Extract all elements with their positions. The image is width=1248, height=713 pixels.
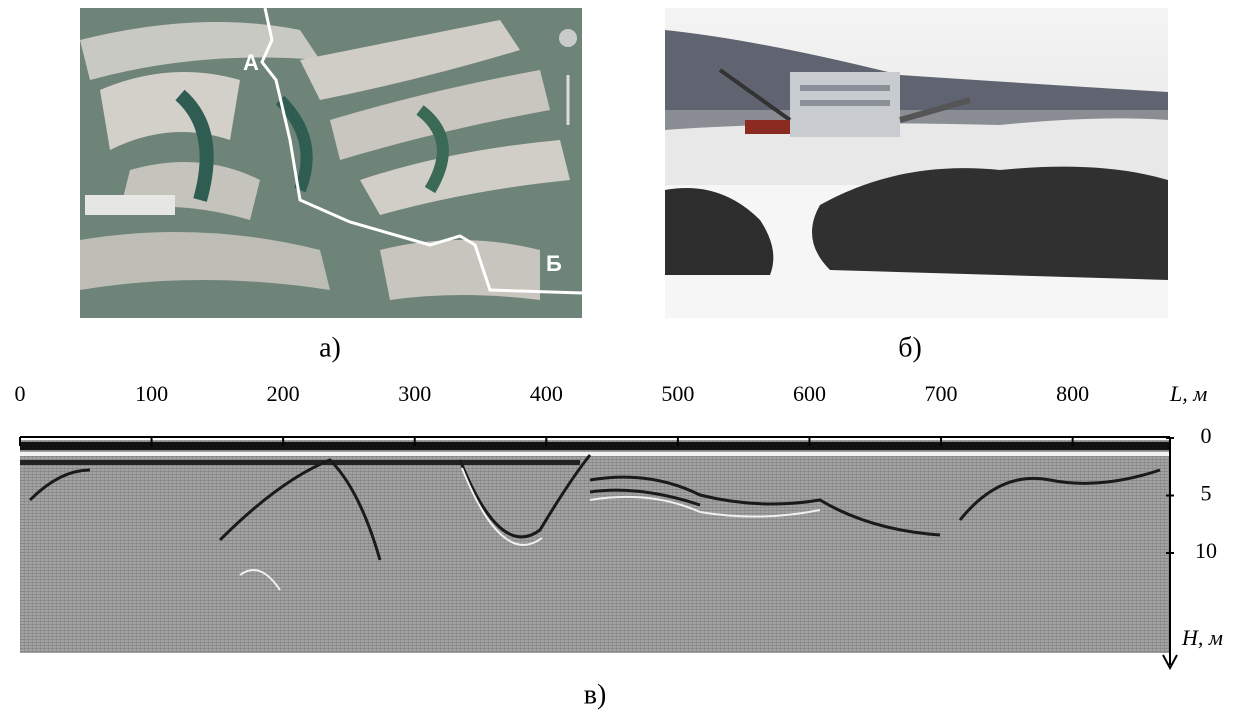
x-tick-label: 200 bbox=[267, 381, 300, 406]
x-tick-label: 600 bbox=[793, 381, 826, 406]
y-tick-label: 0 bbox=[1201, 423, 1212, 448]
y-tick-label: 10 bbox=[1195, 538, 1217, 563]
x-tick-label: 300 bbox=[398, 381, 431, 406]
figure: А Б а) б) bbox=[0, 0, 1248, 713]
x-tick-label: 100 bbox=[135, 381, 168, 406]
x-axis-label: L, м bbox=[1169, 381, 1207, 406]
radargram bbox=[20, 440, 1170, 653]
y-axis-label: H, м bbox=[1181, 625, 1223, 650]
x-tick-label: 800 bbox=[1056, 381, 1089, 406]
x-tick-label: 700 bbox=[925, 381, 958, 406]
panel-label: в) bbox=[584, 679, 607, 710]
photo bbox=[665, 8, 1168, 318]
aerial-map bbox=[80, 8, 582, 318]
point-label: А bbox=[243, 50, 259, 75]
x-tick-label: 500 bbox=[661, 381, 694, 406]
point-label: Б bbox=[546, 251, 562, 276]
x-tick-label: 0 bbox=[15, 381, 26, 406]
y-tick-label: 5 bbox=[1201, 481, 1212, 506]
panel-label: а) bbox=[319, 332, 341, 363]
x-tick-label: 400 bbox=[530, 381, 563, 406]
panel-label: б) bbox=[898, 332, 922, 363]
